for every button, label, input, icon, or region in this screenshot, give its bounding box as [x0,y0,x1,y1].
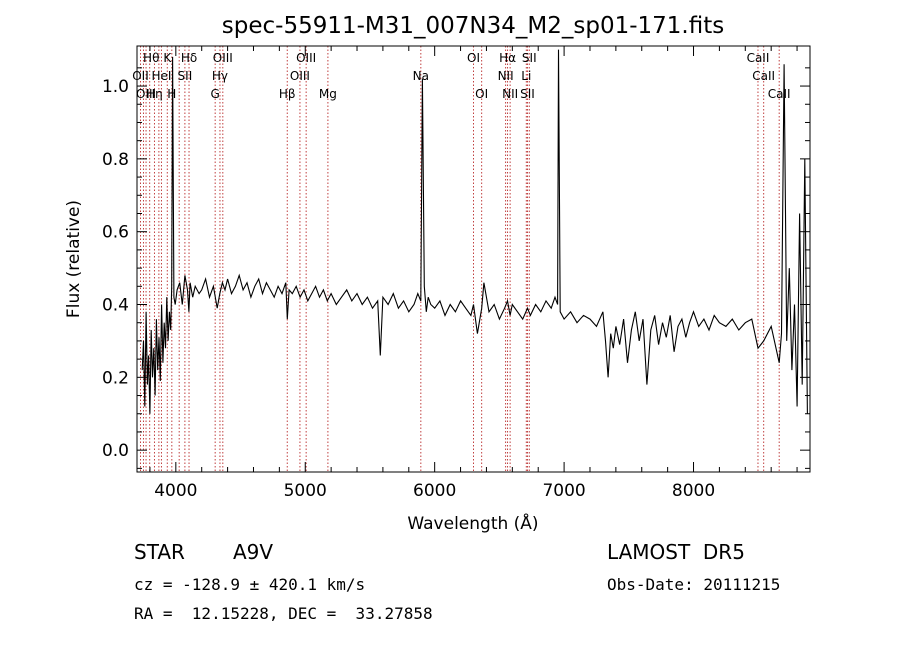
y-tick-label: 1.0 [102,77,129,97]
line-annotations: Hθ K Hδ OIII OIII OI Hα SII CaII OII HeI SII Hγ OIII N… [132,51,790,101]
y-tick-label: 0.4 [102,296,129,316]
y-tick-label: 0.8 [102,150,129,170]
y-tick-label: 0.0 [102,441,129,461]
line-annotation: OIII [136,87,156,101]
flux-series-line [141,49,808,414]
line-annotation: OIII [296,51,316,65]
x-tick-label: 7000 [542,481,585,501]
subclass-label: A9V [233,540,274,564]
line-annotation: Hη [146,87,163,101]
line-annotation: Hβ [279,87,296,101]
line-annotation: CaII [747,51,770,65]
line-annotation: Hδ [181,51,197,65]
class-label: STAR [134,540,185,564]
y-tick-label: 0.6 [102,223,129,243]
line-annotation: OII [132,69,149,83]
chart-title: spec-55911-M31_007N34_M2_sp01-171.fits [222,13,724,39]
x-axis-label: Wavelength (Å) [407,512,538,534]
line-annotation: Hα [499,51,516,65]
line-annotation: Hγ [212,69,228,83]
line-annotation: Li [521,69,531,83]
line-annotation: SII [520,87,535,101]
y-tick-label: 0.2 [102,368,129,388]
y-axis-label: Flux (relative) [64,200,84,318]
line-annotation: HeI [151,69,171,83]
line-annotation: OI [475,87,488,101]
flux-series [141,49,808,414]
line-annotation: NII [502,87,518,101]
line-annotation: Hθ [143,51,159,65]
line-annotation: CaII [768,87,791,101]
line-annotation: Na [413,69,429,83]
redshift-line: cz = -128.9 ± 420.1 km/s [134,575,366,594]
x-tick-label: 4000 [154,481,197,501]
survey-label: LAMOST DR5 [607,540,745,564]
line-annotation: OIII [290,69,310,83]
line-annotation: CaII [752,69,775,83]
x-axis: 4000 5000 6000 7000 8000 [149,46,798,501]
x-tick-label: 5000 [284,481,327,501]
line-annotation: NII [498,69,514,83]
y-axis: 0.0 0.2 0.4 0.6 0.8 1.0 [102,67,810,469]
line-annotation: Mg [319,87,337,101]
coordinates-line: RA = 12.15228, DEC = 33.27858 [134,604,433,623]
line-annotation: SII [522,51,537,65]
line-annotation: OI [467,51,480,65]
spectral-line-markers [139,46,780,472]
line-annotation: H [167,87,176,101]
line-annotation: OIII [213,51,233,65]
line-annotation: K [163,51,172,65]
line-annotation: SII [178,69,193,83]
plot-frame [136,45,811,473]
x-tick-label: 6000 [413,481,456,501]
x-tick-label: 8000 [672,481,715,501]
line-annotation: G [211,87,220,101]
obs-date-line: Obs-Date: 20111215 [607,575,781,594]
